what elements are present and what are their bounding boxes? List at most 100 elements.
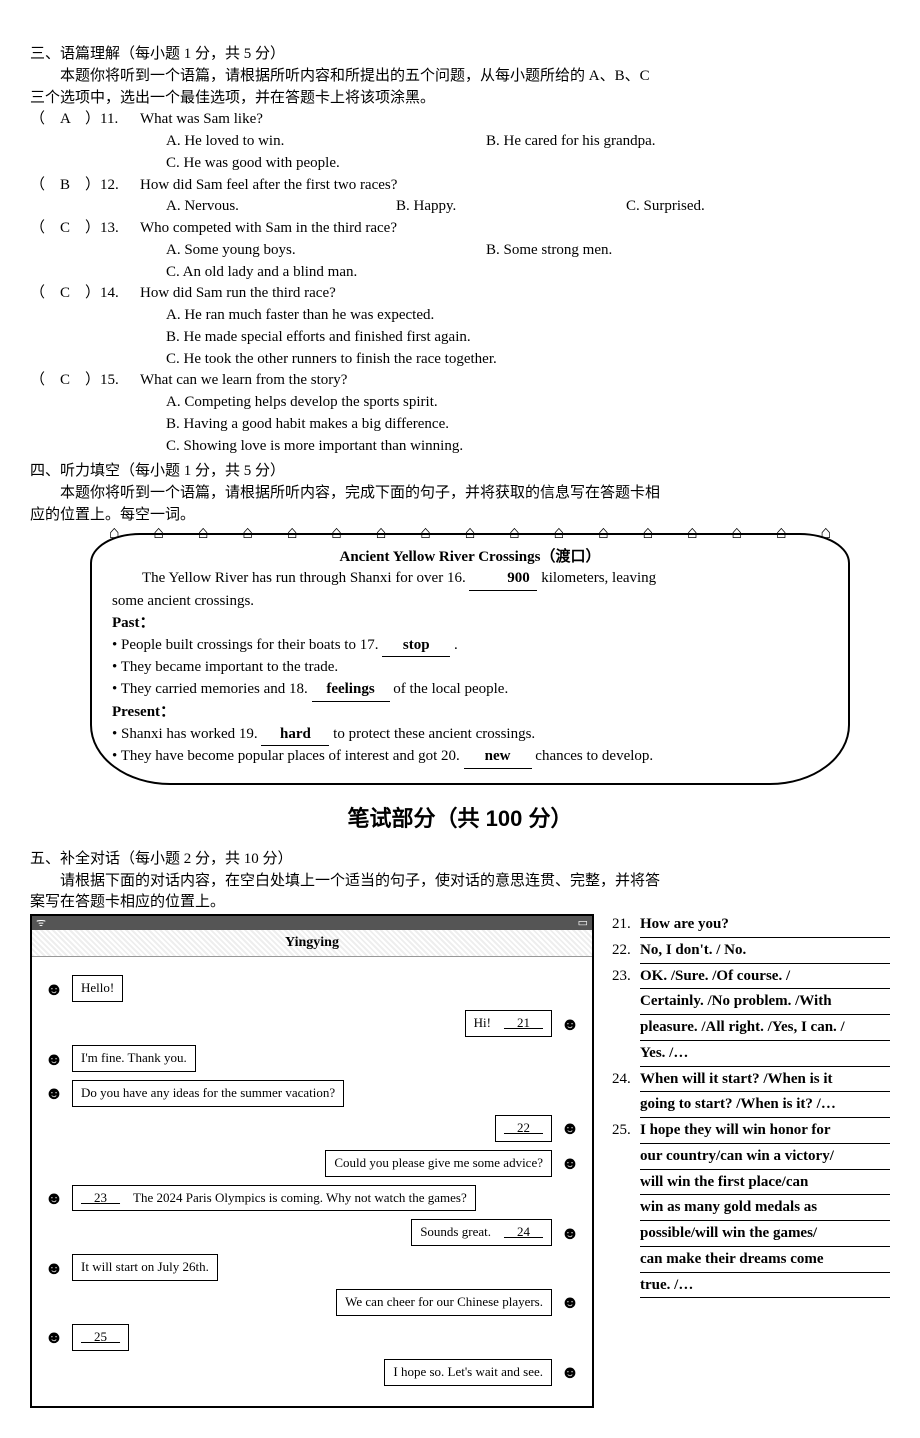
ans-25-l2: our country/can win a victory/	[640, 1146, 890, 1170]
q11-paren: （ A ）11.	[30, 109, 140, 174]
ans-23-l3: pleasure. /All right. /Yes, I can. /	[640, 1017, 890, 1041]
box-past: Past：	[112, 613, 828, 635]
avatar-right-icon: ☻	[558, 1290, 582, 1314]
blank-20: new	[464, 746, 532, 769]
avatar-left-icon: ☻	[42, 1047, 66, 1071]
q14: （ C ）14. How did Sam run the third race?…	[30, 283, 890, 370]
q11-b: B. He cared for his grandpa.	[486, 131, 746, 153]
ans-23-l4: Yes. /…	[640, 1043, 890, 1067]
blank-18: feelings	[312, 679, 390, 702]
box-present: Present：	[112, 702, 828, 724]
avatar-left-icon: ☻	[42, 1081, 66, 1105]
bubble-2: Hi! 21	[465, 1010, 552, 1037]
q14-b: B. He made special efforts and finished …	[140, 327, 890, 349]
q11-c: C. He was good with people.	[140, 153, 890, 175]
q13-a: A. Some young boys.	[166, 240, 486, 262]
s3-instr2: 三个选项中，选出一个最佳选项，并在答题卡上将该项涂黑。	[30, 88, 890, 110]
crossings-box: ⌂⌂⌂⌂⌂⌂⌂⌂⌂⌂⌂⌂⌂⌂⌂⌂⌂ Ancient Yellow River C…	[90, 533, 850, 786]
s5-head: 五、补全对话（每小题 2 分，共 10 分）	[30, 849, 890, 871]
chat-title: Yingying	[32, 930, 592, 957]
ans-24-l1: When will it start? /When is it	[640, 1069, 890, 1093]
q11-a: A. He loved to win.	[166, 131, 486, 153]
bubble-8: Sounds great. 24	[411, 1219, 552, 1246]
bubble-6: Could you please give me some advice?	[325, 1150, 552, 1177]
battery-icon: ▭	[578, 916, 588, 932]
box-line2: some ancient crossings.	[112, 591, 828, 613]
s5-instr2: 案写在答题卡相应的位置上。	[30, 892, 890, 914]
ans-23-num: 23.	[612, 966, 640, 990]
q14-a: A. He ran much faster than he was expect…	[140, 305, 890, 327]
ans-25-l4: win as many gold medals as	[640, 1197, 890, 1221]
chat-window: ᯤ ▭ Yingying ☻ Hello! Hi! 21 ☻ ☻ I'm fin…	[30, 914, 594, 1407]
chat-body: ☻ Hello! Hi! 21 ☻ ☻ I'm fine. Thank you.…	[32, 957, 592, 1405]
blank-19: hard	[261, 724, 329, 747]
bubble-7: 23 The 2024 Paris Olympics is coming. Wh…	[72, 1185, 476, 1212]
written-title: 笔试部分（共 100 分）	[30, 803, 890, 835]
msg-1: ☻ Hello!	[42, 975, 582, 1002]
box-pr2: • They have become popular places of int…	[112, 746, 828, 769]
q12-c: C. Surprised.	[626, 196, 705, 218]
q13-c: C. An old lady and a blind man.	[140, 262, 890, 284]
p3b: of the local people.	[393, 681, 508, 697]
q15-a: A. Competing helps develop the sports sp…	[140, 392, 890, 414]
q15-c: C. Showing love is more important than w…	[140, 436, 890, 458]
box-pr1: • Shanxi has worked 19. hard to protect …	[112, 724, 828, 747]
avatar-right-icon: ☻	[558, 1360, 582, 1384]
avatar-right-icon: ☻	[558, 1012, 582, 1036]
section-4: 四、听力填空（每小题 1 分，共 5 分） 本题你将听到一个语篇，请根据所听内容…	[30, 461, 890, 785]
s4-head: 四、听力填空（每小题 1 分，共 5 分）	[30, 461, 890, 483]
s3-head: 三、语篇理解（每小题 1 分，共 5 分）	[30, 44, 890, 66]
box-p2: • They became important to the trade.	[112, 657, 828, 679]
q13-b: B. Some strong men.	[486, 240, 612, 262]
q13: （ C ）13. Who competed with Sam in the th…	[30, 218, 890, 283]
ans-25-l7: true. /…	[640, 1275, 890, 1299]
ans-21: How are you?	[640, 914, 890, 938]
q13-paren: （ C ）13.	[30, 218, 140, 283]
bubble-4: Do you have any ideas for the summer vac…	[72, 1080, 344, 1107]
ans-25-l1: I hope they will win honor for	[640, 1120, 890, 1144]
msg-3: ☻ I'm fine. Thank you.	[42, 1045, 582, 1072]
ans-22: No, I don't. / No.	[640, 940, 890, 964]
q11-body: What was Sam like? A. He loved to win. B…	[140, 109, 890, 174]
bubble-3: I'm fine. Thank you.	[72, 1045, 196, 1072]
answers-col: 21.How are you? 22.No, I don't. / No. 23…	[612, 914, 890, 1407]
line1a: The Yellow River has run through Shanxi …	[142, 570, 466, 586]
box-title: Ancient Yellow River Crossings（渡口）	[112, 547, 828, 569]
bubble-9: It will start on July 26th.	[72, 1254, 218, 1281]
line1b: kilometers, leaving	[541, 570, 656, 586]
ans-23-l2: Certainly. /No problem. /With	[640, 991, 890, 1015]
msg-5: 22 ☻	[42, 1115, 582, 1142]
avatar-left-icon: ☻	[42, 1256, 66, 1280]
section-5: 五、补全对话（每小题 2 分，共 10 分） 请根据下面的对话内容，在空白处填上…	[30, 849, 890, 1408]
chat-statusbar: ᯤ ▭	[32, 916, 592, 930]
avatar-left-icon: ☻	[42, 977, 66, 1001]
q12-b: B. Happy.	[396, 196, 626, 218]
msg-2: Hi! 21 ☻	[42, 1010, 582, 1037]
q12-stem: How did Sam feel after the first two rac…	[140, 175, 890, 197]
pr1a: • Shanxi has worked 19.	[112, 726, 258, 742]
msg-4: ☻ Do you have any ideas for the summer v…	[42, 1080, 582, 1107]
avatar-right-icon: ☻	[558, 1151, 582, 1175]
msg-7: ☻ 23 The 2024 Paris Olympics is coming. …	[42, 1185, 582, 1212]
pr1b: to protect these ancient crossings.	[333, 726, 535, 742]
box-p3: • They carried memories and 18. feelings…	[112, 679, 828, 702]
q11-stem: What was Sam like?	[140, 109, 890, 131]
q15-b: B. Having a good habit makes a big diffe…	[140, 414, 890, 436]
q15: （ C ）15. What can we learn from the stor…	[30, 370, 890, 457]
q14-paren: （ C ）14.	[30, 283, 140, 370]
box-p1: • People built crossings for their boats…	[112, 635, 828, 658]
pr2b: chances to develop.	[535, 748, 653, 764]
p3a: • They carried memories and 18.	[112, 681, 308, 697]
q15-paren: （ C ）15.	[30, 370, 140, 457]
bubble-12: I hope so. Let's wait and see.	[384, 1359, 552, 1386]
droplets-icon: ⌂⌂⌂⌂⌂⌂⌂⌂⌂⌂⌂⌂⌂⌂⌂⌂⌂	[92, 523, 848, 541]
blank-17: stop	[382, 635, 450, 658]
avatar-left-icon: ☻	[42, 1325, 66, 1349]
s3-instr1: 本题你将听到一个语篇，请根据所听内容和所提出的五个问题，从每小题所给的 A、B、…	[30, 66, 890, 88]
blank-16: 900	[469, 568, 537, 591]
s5-content: ᯤ ▭ Yingying ☻ Hello! Hi! 21 ☻ ☻ I'm fin…	[30, 914, 890, 1407]
ans-23-l1: OK. /Sure. /Of course. /	[640, 966, 890, 990]
ans-25-l3: will win the first place/can	[640, 1172, 890, 1196]
ans-25-l6: can make their dreams come	[640, 1249, 890, 1273]
q13-stem: Who competed with Sam in the third race?	[140, 218, 890, 240]
